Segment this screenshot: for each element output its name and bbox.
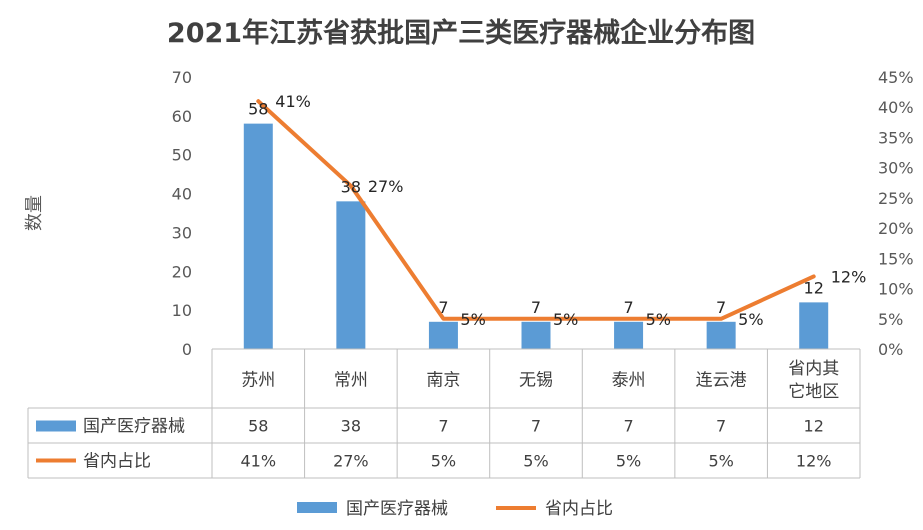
category-label: 南京 xyxy=(426,371,460,391)
right-tick-label: 45% xyxy=(878,68,914,87)
table-legend-key-bar xyxy=(36,420,76,432)
bar-value-label: 58 xyxy=(248,100,268,119)
legend-key-bar xyxy=(297,502,337,513)
table-cell: 58 xyxy=(248,417,268,436)
table-cell: 7 xyxy=(531,417,541,436)
table-cell: 7 xyxy=(438,417,448,436)
line-value-label: 12% xyxy=(831,267,867,286)
category-label: 无锡 xyxy=(519,371,553,391)
table-cell: 7 xyxy=(716,417,726,436)
data-labels: 58 38 7 7 7 7 12 41% 27% 5% 5% 5% 5% 12% xyxy=(248,92,866,329)
left-tick-label: 30 xyxy=(172,223,192,242)
category-label: 泰州 xyxy=(612,371,646,391)
left-tick-label: 0 xyxy=(182,340,192,359)
left-axis-ticks: 0 10 20 30 40 50 60 70 xyxy=(172,68,192,359)
category-label: 它地区 xyxy=(788,382,839,402)
right-axis-ticks: 0% 5% 10% 15% 20% 25% 30% 35% 40% 45% xyxy=(878,68,914,359)
right-tick-label: 35% xyxy=(878,128,914,147)
chart-title: 2021年江苏省获批国产三类医疗器械企业分布图 xyxy=(167,17,755,49)
table-cell: 12% xyxy=(796,452,832,471)
line-series xyxy=(256,99,816,321)
bar-value-label: 12 xyxy=(804,278,824,297)
right-tick-label: 20% xyxy=(878,219,914,238)
left-tick-label: 50 xyxy=(172,146,192,165)
bar-value-label: 7 xyxy=(623,298,633,317)
line-value-label: 5% xyxy=(646,310,671,329)
right-tick-label: 5% xyxy=(878,310,903,329)
line-value-label: 27% xyxy=(368,177,404,196)
left-tick-label: 70 xyxy=(172,68,192,87)
line-value-label: 5% xyxy=(460,310,485,329)
left-tick-label: 10 xyxy=(172,301,192,320)
category-label: 常州 xyxy=(334,371,368,391)
right-tick-label: 25% xyxy=(878,189,914,208)
bar xyxy=(799,302,829,349)
legend-label: 省内占比 xyxy=(545,499,613,519)
left-tick-label: 60 xyxy=(172,107,192,126)
table-cell: 7 xyxy=(623,417,633,436)
right-tick-label: 15% xyxy=(878,249,914,268)
right-tick-label: 0% xyxy=(878,340,903,359)
table-cell: 27% xyxy=(333,452,369,471)
bar xyxy=(336,201,366,349)
table-cell: 41% xyxy=(241,452,277,471)
bar xyxy=(706,321,736,349)
bar-series xyxy=(243,123,829,349)
bar-value-label: 7 xyxy=(716,298,726,317)
line-value-label: 41% xyxy=(275,92,311,111)
bar-value-label: 7 xyxy=(531,298,541,317)
table-cell: 5% xyxy=(431,452,456,471)
table-cell: 5% xyxy=(708,452,733,471)
bar xyxy=(614,321,644,349)
table-cell: 5% xyxy=(523,452,548,471)
right-tick-label: 30% xyxy=(878,159,914,178)
bar xyxy=(521,321,551,349)
category-label: 苏州 xyxy=(241,371,275,391)
category-label: 省内其 xyxy=(788,359,839,379)
line-value-label: 5% xyxy=(553,310,578,329)
bar xyxy=(243,123,273,349)
table-cell: 12 xyxy=(804,417,824,436)
legend-label: 国产医疗器械 xyxy=(346,499,448,519)
right-tick-label: 40% xyxy=(878,98,914,117)
bar xyxy=(428,321,458,349)
bar-value-label: 38 xyxy=(341,177,361,196)
right-tick-label: 10% xyxy=(878,280,914,299)
y-axis-label: 数量 xyxy=(24,195,45,231)
category-label: 连云港 xyxy=(696,371,747,391)
legend: 国产医疗器械 省内占比 xyxy=(297,499,613,519)
bar-value-label: 7 xyxy=(438,298,448,317)
left-tick-label: 20 xyxy=(172,262,192,281)
line-value-label: 5% xyxy=(738,310,763,329)
table-cell: 5% xyxy=(616,452,641,471)
table-cell: 38 xyxy=(341,417,361,436)
table-row-label: 省内占比 xyxy=(83,452,151,472)
left-tick-label: 40 xyxy=(172,185,192,204)
table-row-label: 国产医疗器械 xyxy=(83,417,185,437)
